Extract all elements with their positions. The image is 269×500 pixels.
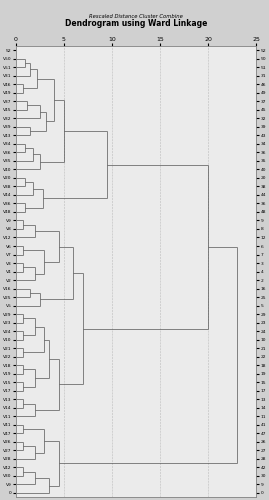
Text: Rescaled Distance Cluster Combine: Rescaled Distance Cluster Combine [89, 14, 183, 19]
Title: Dendrogram using Ward Linkage: Dendrogram using Ward Linkage [65, 18, 207, 28]
